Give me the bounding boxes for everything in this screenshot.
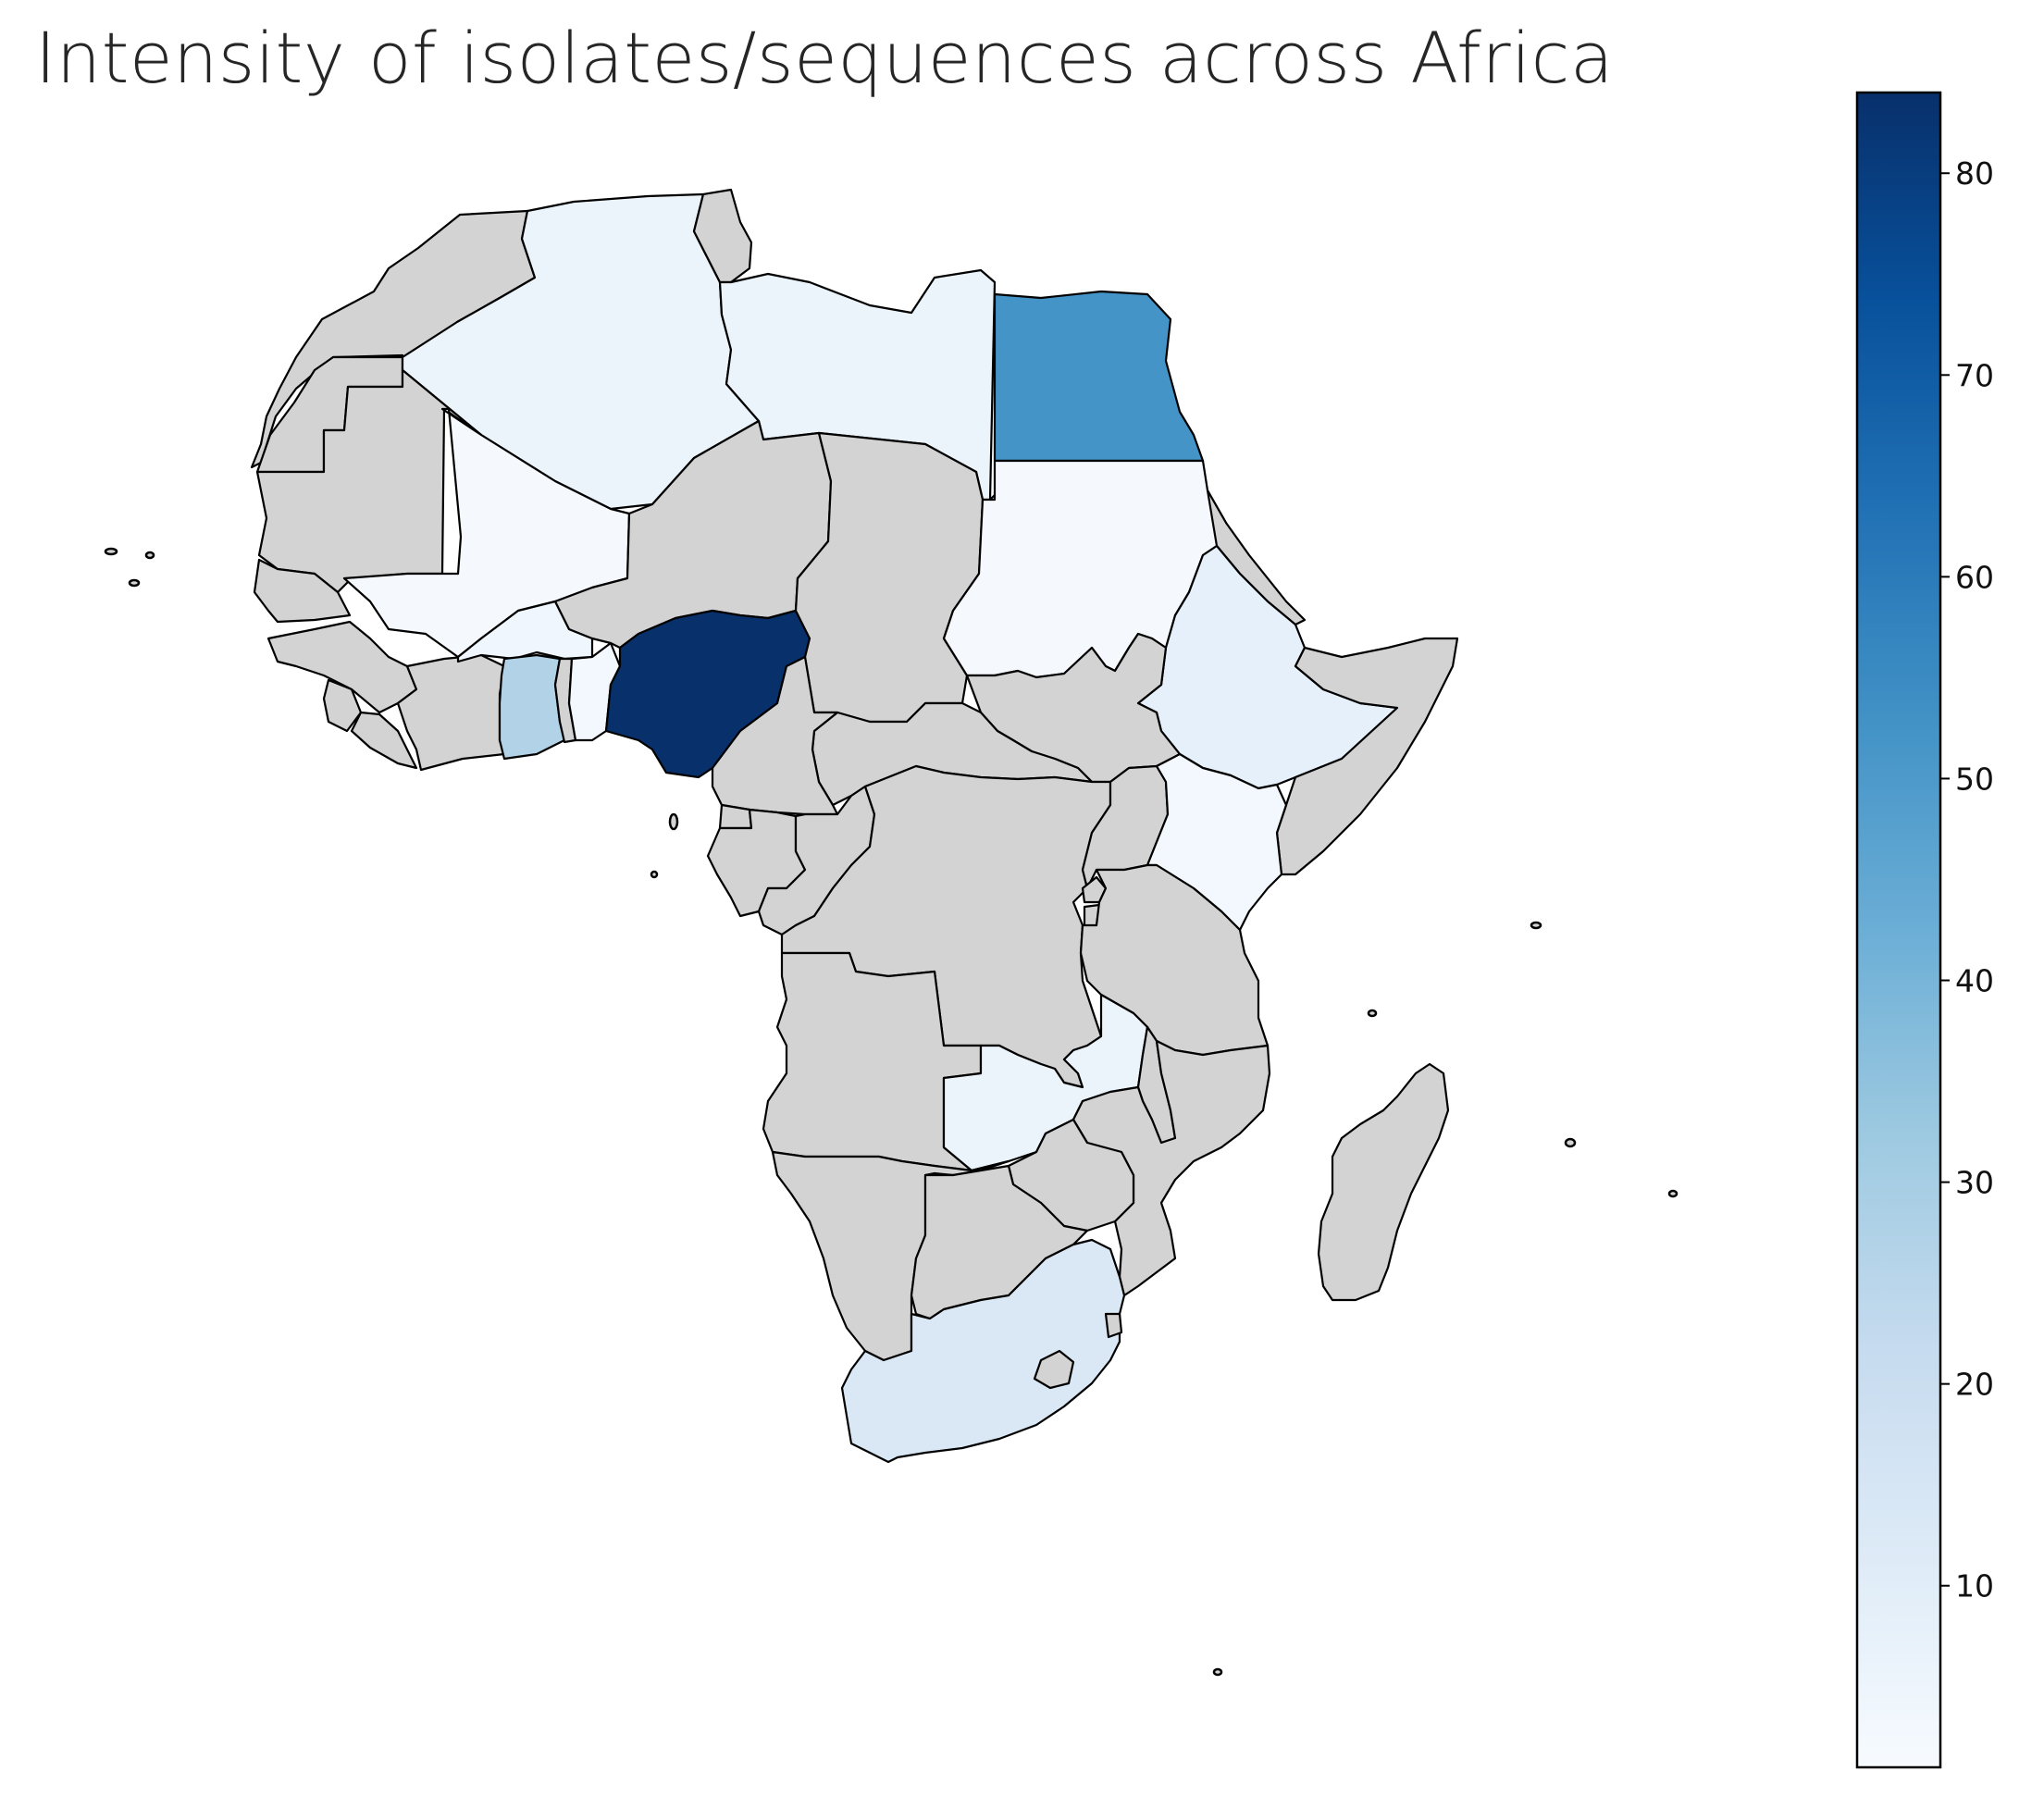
colorbar: 10 20 30 40 50 60 70 80: [1855, 91, 1994, 1769]
country-lesotho[interactable]: [1033, 1349, 1075, 1390]
country-kenya[interactable]: [1146, 752, 1288, 932]
island-bioko: [668, 812, 679, 831]
country-tunisia[interactable]: [692, 188, 753, 284]
country-layer: [250, 188, 1459, 1464]
colorbar-tick-label: 60: [1955, 559, 1994, 595]
country-liberia[interactable]: [350, 711, 418, 770]
country-senegal[interactable]: [253, 558, 352, 624]
colorbar-tick-label: 50: [1955, 761, 1994, 797]
colorbar-tick-label: 40: [1955, 963, 1994, 999]
island-layer: [104, 547, 1679, 1677]
country-ivory-coast[interactable]: [396, 653, 506, 772]
country-egypt[interactable]: [993, 290, 1205, 463]
country-equatorial-guinea[interactable]: [718, 803, 753, 830]
island-canary: [128, 578, 141, 588]
country-ghana[interactable]: [498, 653, 566, 761]
island-canary: [144, 551, 155, 560]
country-cameroon[interactable]: [711, 655, 839, 816]
country-madagascar[interactable]: [1317, 1062, 1450, 1302]
colorbar-tick-label: 10: [1955, 1568, 1994, 1604]
island-mauritius: [1667, 1189, 1679, 1198]
colorbar-tick-label: 70: [1955, 357, 1994, 393]
colorbar-bar: [1855, 91, 1942, 1769]
country-eswatini[interactable]: [1104, 1312, 1123, 1339]
island-reunion: [1564, 1137, 1577, 1148]
island-comoros: [1367, 1009, 1378, 1018]
colorbar-tick-label: 80: [1955, 155, 1994, 192]
island-sao-tome: [650, 870, 659, 879]
colorbar-tick-label: 30: [1955, 1165, 1994, 1201]
island-canary: [104, 547, 118, 556]
island-prince-edward: [1212, 1667, 1223, 1677]
country-somalia[interactable]: [1275, 637, 1459, 876]
island-seychelles: [1530, 921, 1542, 930]
map-title: Intensity of isolates/sequences across A…: [35, 17, 1615, 99]
colorbar-ticks: 10 20 30 40 50 60 70 80: [1940, 155, 1994, 1604]
colorbar-tick-label: 20: [1955, 1367, 1994, 1403]
country-sierra-leone[interactable]: [322, 678, 363, 733]
